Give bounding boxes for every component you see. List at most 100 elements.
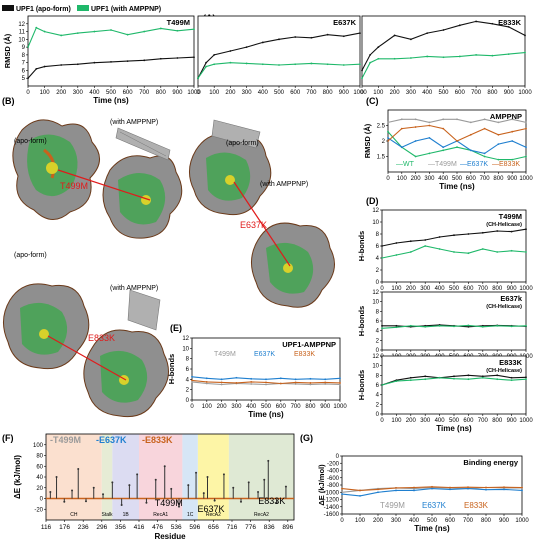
data-point (265, 378, 267, 381)
data-point (525, 228, 527, 231)
x-tick-label: 500 (261, 404, 272, 410)
data-point (250, 377, 253, 380)
chart-d2: 0100200300400500600700800900100002468101… (357, 290, 533, 360)
data-point (521, 489, 523, 492)
bar-tip (84, 500, 87, 503)
x-tick-label: 236 (78, 524, 89, 531)
data-point (503, 488, 505, 491)
data-point (261, 41, 264, 44)
bar-tip (263, 478, 266, 481)
data-point (497, 143, 500, 146)
y-tick-label: 2.5 (377, 124, 386, 130)
bar-tip (145, 501, 148, 504)
domain-label: 1B (123, 512, 130, 518)
data-point (424, 325, 427, 328)
x-tick-label: 716 (227, 524, 238, 531)
x-tick-label: 400 (89, 90, 100, 96)
y-tick-label: 1.5 (377, 155, 386, 161)
data-point (525, 378, 527, 381)
data-point (485, 486, 487, 489)
x-tick-label: 700 (478, 286, 489, 292)
data-point (377, 46, 380, 49)
series-line-upf1-with-amppnp- (361, 52, 526, 79)
chart-title: E637K (333, 18, 357, 27)
data-point (483, 155, 486, 158)
x-tick-label: 900 (320, 404, 331, 410)
bar-tip (232, 486, 235, 489)
data-point (309, 383, 312, 386)
data-point (525, 146, 527, 149)
domain-band (46, 434, 102, 520)
plot-frame (191, 337, 341, 401)
x-tick-label: 0 (380, 286, 384, 292)
x-tick-label: 900 (499, 518, 510, 524)
chart-a1: 0 100 200 300 400 500 600 700 800 900 100056789101… (3, 15, 201, 105)
data-point (456, 118, 458, 121)
data-point (126, 33, 129, 36)
data-point (467, 486, 469, 489)
x-axis-label: Time (ns) (93, 96, 129, 105)
x-tick-label: 800 (492, 418, 503, 424)
domain-band (112, 434, 139, 520)
plot-frame (381, 355, 527, 415)
protein-ribbon-apo-2 (189, 119, 272, 216)
x-tick-label: 900 (507, 286, 518, 292)
data-point (511, 140, 514, 142)
data-point (309, 382, 312, 384)
y-tick-label: 4 (376, 256, 380, 262)
y-tick-label: 20 (36, 486, 43, 492)
data-point (341, 487, 343, 490)
y-tick-label: 12 (372, 290, 379, 296)
data-point (229, 50, 232, 52)
data-point (294, 36, 297, 38)
series-line-upf1-apo-form- (197, 32, 361, 79)
x-tick-label: 100 (391, 286, 402, 292)
data-point (467, 233, 470, 235)
y-tick-label: -1400 (324, 505, 340, 511)
y-tick-label: -400 (327, 469, 340, 475)
data-point (510, 379, 513, 382)
chart-d1: 0 100 200 300 400 500 600 700 800 900 1000 0 2 4 6 8 10 1… (357, 208, 533, 292)
series-line-upf1-apo-form- (27, 56, 195, 79)
data-point (342, 35, 345, 38)
x-tick-label: 0 (360, 90, 364, 96)
data-point (377, 491, 379, 494)
y-tick-label: 9 (22, 45, 26, 51)
domain-band (228, 434, 294, 520)
legend-entry: —E637K (460, 161, 488, 168)
data-point (395, 487, 397, 489)
data-point (453, 377, 455, 380)
data-point (424, 375, 427, 378)
data-point (481, 376, 484, 379)
data-point (213, 63, 216, 66)
y-tick-label: 6 (376, 383, 380, 389)
y-tick-label: 6 (22, 68, 26, 74)
y-tick-label: 12 (372, 208, 379, 214)
y-tick-label: 4 (376, 393, 380, 399)
data-point (279, 382, 282, 385)
x-tick-label: 600 (276, 404, 287, 410)
data-point (159, 57, 162, 60)
x-tick-label: 400 (246, 404, 257, 410)
data-point (339, 377, 341, 380)
data-point (395, 324, 398, 327)
data-point (524, 51, 526, 54)
x-tick-label: 500 (427, 518, 438, 524)
y-tick-label: 8 (376, 232, 380, 238)
data-point (525, 251, 527, 253)
chart-title: AMPPNP (490, 112, 522, 121)
data-point (426, 55, 429, 58)
protein-ribbon-ampp-2 (251, 222, 335, 308)
x-tick-label: 656 (208, 524, 219, 531)
legend-entry: -E637K (96, 435, 127, 445)
charts-layer: 0 100 200 300 400 500 600 700 800 900 100056789101… (3, 15, 533, 541)
data-point (424, 378, 427, 381)
y-tick-label: 0 (376, 412, 380, 418)
structure-label-mut-2: E637K (240, 220, 267, 230)
y-tick-label: -20 (34, 507, 43, 513)
chart-d3: 0 100 200 300 400 500 600 700 800 900 1000 0 2 4 6 8 10 1… (357, 354, 533, 433)
x-tick-label: 200 (406, 418, 417, 424)
data-point (193, 56, 195, 59)
legend-ampp-swatch (77, 5, 89, 11)
y-tick-label: 0 (376, 348, 380, 354)
